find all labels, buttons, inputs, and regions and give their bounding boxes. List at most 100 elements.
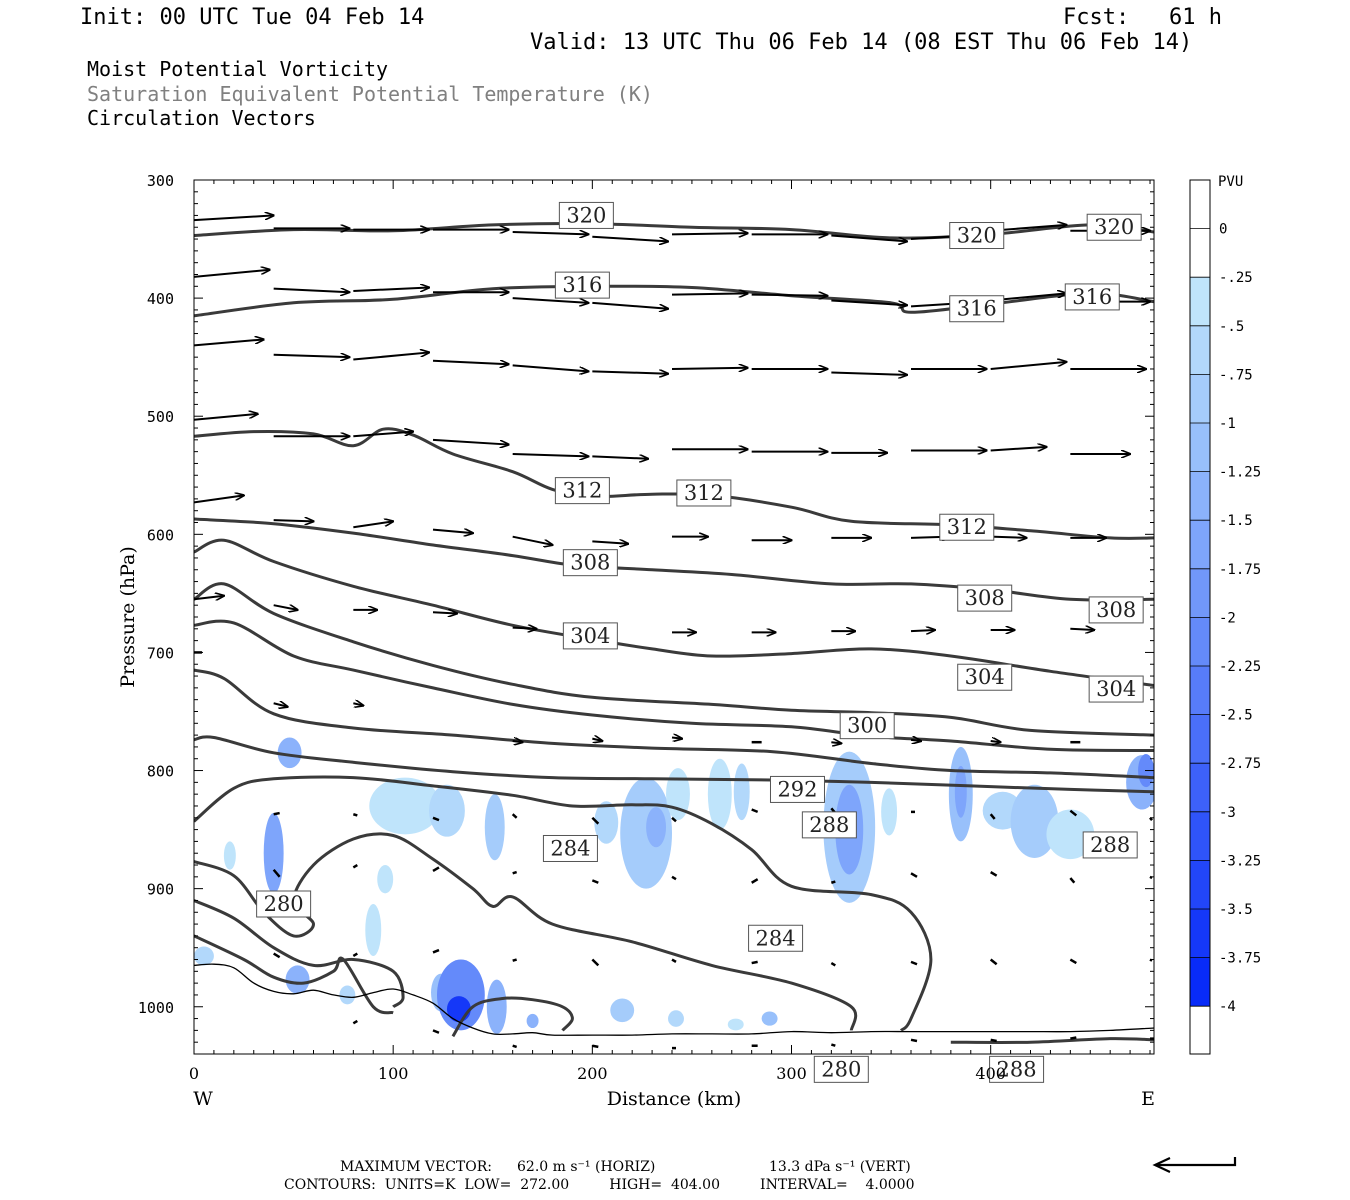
contour-label: 316 — [554, 271, 610, 299]
circulation-vector — [830, 880, 836, 884]
mpv-patch — [446, 996, 471, 1023]
contour-284 — [194, 775, 933, 1032]
y-tick-label: 600 — [147, 526, 174, 544]
terrain-line — [194, 963, 1154, 1036]
contour-label-box — [957, 584, 1013, 612]
contour-label-box — [1082, 831, 1138, 859]
x-tick-label: 300 — [776, 1064, 807, 1083]
contour-label: 280 — [256, 890, 312, 918]
circulation-vector — [989, 813, 996, 820]
circulation-vector — [831, 373, 907, 375]
circulation-vector — [512, 958, 518, 962]
mpv-shading — [194, 737, 1154, 1034]
circulation-vector — [512, 535, 553, 545]
mpv-patch — [594, 801, 619, 844]
colorbar-label: -3.75 — [1219, 951, 1261, 967]
contour-label-text: 304 — [1096, 677, 1136, 701]
circulation-vector — [353, 352, 429, 361]
contour-label: 308 — [1088, 596, 1144, 624]
x-tick-label: 0 — [189, 1064, 199, 1083]
mpv-patch — [339, 985, 356, 1005]
circulation-vector — [592, 739, 602, 741]
contour-label: 308 — [957, 584, 1013, 612]
colorbar-label: -3.25 — [1219, 853, 1261, 869]
circulation-vector — [671, 293, 748, 294]
mpv-patch — [369, 777, 441, 835]
mpv-patch — [646, 807, 667, 848]
circulation-vector — [990, 537, 1027, 538]
contour-label: 288 — [989, 1055, 1045, 1083]
field-title-mpv: Moist Potential Vorticity — [87, 57, 389, 81]
circulation-vector — [990, 741, 1001, 742]
y-tick-label: 400 — [147, 290, 174, 308]
circulation-vector — [1070, 629, 1094, 630]
contour-label: 316 — [1064, 283, 1120, 311]
contour-label-text: 288 — [1090, 833, 1130, 857]
colorbar-label: -2.5 — [1219, 708, 1253, 724]
mpv-patch — [1010, 784, 1059, 858]
circulation-vector — [273, 520, 314, 521]
colorbar-swatch — [1190, 423, 1210, 472]
colorbar-swatch — [1190, 520, 1210, 569]
mpv-patch — [285, 965, 310, 994]
y-tick-label: 500 — [147, 408, 174, 426]
circulation-vector — [831, 299, 907, 305]
circulation-vector — [432, 866, 440, 873]
circulation-vector — [591, 816, 600, 825]
colorbar-title: PVU — [1218, 174, 1243, 190]
contour-label-text: 312 — [562, 479, 602, 503]
contour-296 — [194, 619, 1154, 752]
contour-label: 312 — [554, 477, 610, 505]
colorbar-swatch — [1190, 763, 1210, 812]
contour-label-text: 284 — [550, 836, 590, 860]
circulation-vector — [512, 1044, 518, 1049]
x-west-label: W — [193, 1088, 213, 1110]
contour-276 — [194, 899, 405, 1009]
contour-label: 304 — [562, 622, 618, 650]
contour-label-box — [801, 811, 857, 839]
colorbar-swatch — [1190, 666, 1210, 715]
circulation-vector — [1069, 809, 1078, 817]
x-tick-label: 200 — [577, 1064, 608, 1083]
contour-label-box — [949, 295, 1005, 323]
contour-label: 312 — [939, 513, 995, 541]
contour-label: 288 — [1082, 831, 1138, 859]
circulation-vector — [352, 952, 358, 958]
circulation-vector — [352, 813, 358, 817]
circulation-vector — [353, 432, 413, 438]
y-tick-label: 1000 — [138, 999, 174, 1017]
contour-316 — [194, 284, 1154, 318]
contour-label-box — [562, 622, 618, 650]
circulation-vector — [671, 368, 748, 369]
contour-label: 288 — [801, 811, 857, 839]
contour-label: 320 — [558, 201, 614, 229]
y-tick-label: 700 — [147, 644, 174, 662]
circulation-vector — [273, 287, 350, 293]
circulation-vector — [194, 596, 224, 600]
contour-label: 280 — [813, 1055, 869, 1083]
max-vector-label: MAXIMUM VECTOR: — [340, 1159, 492, 1175]
contour-label-text: 292 — [777, 777, 817, 801]
circulation-vector — [671, 233, 748, 234]
colorbar-swatch — [1190, 228, 1210, 278]
circulation-vector — [194, 495, 244, 504]
circulation-vector — [432, 816, 440, 822]
circulation-vector — [910, 740, 921, 741]
colorbar-swatch — [1190, 471, 1210, 521]
circulation-vector — [592, 541, 628, 543]
reference-vector — [1152, 1157, 1237, 1173]
reference-vector-arrow — [1155, 1157, 1237, 1167]
circulation-vector — [353, 521, 393, 529]
contour-304 — [194, 538, 1154, 687]
circulation-vector — [432, 359, 509, 365]
contour-label: 292 — [769, 775, 825, 803]
circulation-vector — [592, 301, 668, 309]
colorbar-swatch — [1190, 617, 1210, 666]
contour-label: 284 — [542, 834, 598, 862]
contour-label: 312 — [676, 479, 732, 507]
colorbar-label: -2 — [1219, 610, 1236, 626]
max-vector-horiz: 62.0 m s⁻¹ (HORIZ) — [517, 1159, 656, 1175]
colorbar-label: -3.5 — [1219, 902, 1253, 918]
circulation-vector — [1069, 958, 1077, 965]
contour-label-box — [813, 1055, 869, 1083]
